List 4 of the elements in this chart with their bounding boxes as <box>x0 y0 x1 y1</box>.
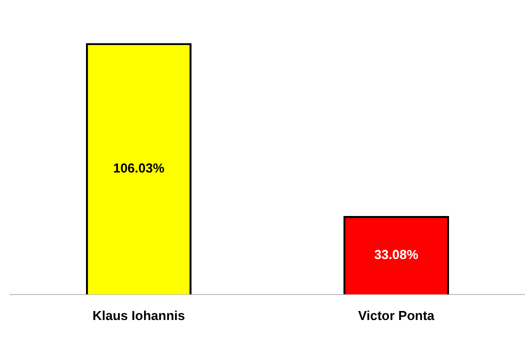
data-label: 33.08% <box>374 246 419 262</box>
x-tick-label: Victor Ponta <box>358 308 436 323</box>
x-tick-label: Klaus Iohannis <box>92 308 185 323</box>
data-label: 106.03% <box>113 160 165 176</box>
